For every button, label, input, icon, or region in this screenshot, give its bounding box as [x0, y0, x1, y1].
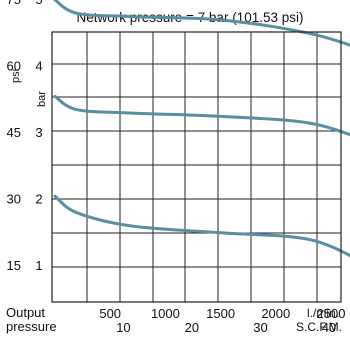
x-tick-label-scfm: 10: [116, 320, 130, 335]
y-tick-label-psi: 45: [7, 125, 21, 140]
x-tick-label-lpm: 1000: [151, 306, 180, 321]
x-tick-labels: 500 1000 1500 2000 2500 10 20 30 40: [99, 306, 345, 335]
y-tick-label-bar: 4: [35, 59, 42, 74]
y-tick-label-psi: 15: [7, 258, 21, 273]
x-unit-scfm: S.C.F.M.: [296, 320, 342, 334]
x-tick-label-scfm: 20: [185, 320, 199, 335]
y-tick-label-psi: 75: [7, 0, 21, 7]
plot-frame: [51, 31, 342, 303]
series-line-1: [53, 0, 350, 47]
series-line-2: [53, 94, 350, 137]
x-tick-label-scfm: 40: [322, 320, 336, 335]
x-tick-label-lpm: 500: [99, 306, 121, 321]
grid-lines: [52, 32, 341, 302]
series-layer: [53, 0, 350, 258]
x-unit-lpm: l./min.: [307, 306, 339, 320]
y-tick-labels: 1 15 2 30 3 45 4 60 5 75: [7, 0, 43, 273]
y-tick-label-bar: 1: [35, 258, 42, 273]
x-tick-label-lpm: 1500: [206, 306, 235, 321]
y-tick-label-psi: 60: [7, 59, 21, 74]
x-axis-label-output: Output: [6, 305, 45, 320]
y-tick-label-bar: 2: [35, 192, 42, 207]
y-tick-label-bar: 3: [35, 125, 42, 140]
x-axis-label-pressure: pressure: [6, 319, 57, 334]
x-tick-label-lpm: 2500: [317, 306, 346, 321]
y-tick-label-psi: 30: [7, 192, 21, 207]
x-tick-label-lpm: 2000: [261, 306, 290, 321]
y-axis-label-psi: psi: [10, 69, 22, 83]
y-axis-label-bar: bar: [36, 91, 48, 107]
series-line-3: [53, 194, 350, 258]
x-tick-label-scfm: 30: [253, 320, 267, 335]
y-tick-label-bar: 5: [35, 0, 42, 7]
